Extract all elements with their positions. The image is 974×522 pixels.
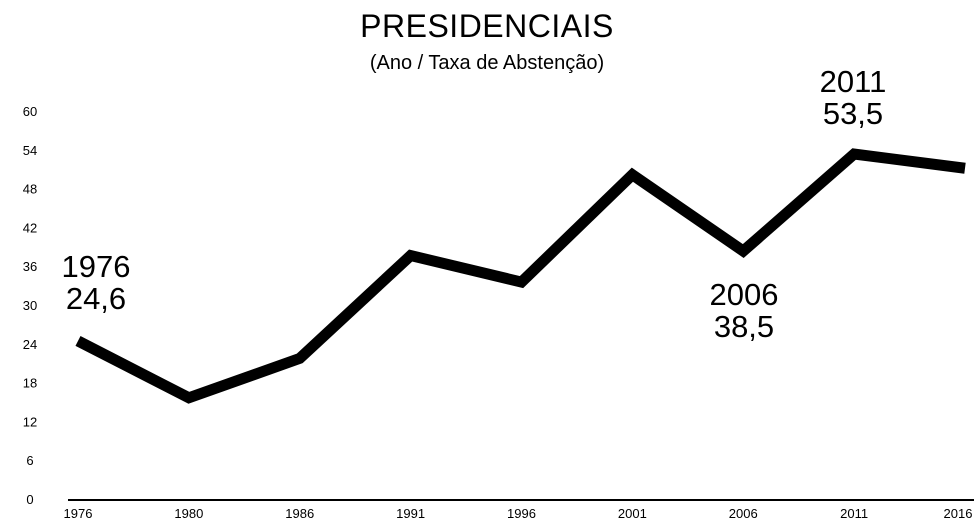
y-tick-label: 42 bbox=[23, 220, 37, 235]
annotation-year: 2006 bbox=[710, 277, 779, 312]
annotation-year: 1976 bbox=[62, 249, 131, 284]
y-tick-label: 36 bbox=[23, 259, 37, 274]
chart-subtitle: (Ano / Taxa de Abstenção) bbox=[369, 52, 605, 74]
annotation-value: 24,6 bbox=[66, 281, 126, 316]
x-tick-label: 2006 bbox=[729, 506, 758, 521]
x-tick-label: 1986 bbox=[285, 506, 314, 521]
x-tick-label: 1991 bbox=[396, 506, 425, 521]
y-tick-label: 54 bbox=[23, 143, 37, 158]
annotation-value: 38,5 bbox=[714, 309, 774, 344]
y-tick-label: 24 bbox=[23, 337, 37, 352]
chart-title: PRESIDENCIAIS bbox=[360, 8, 614, 44]
y-tick-label: 12 bbox=[23, 414, 37, 429]
x-axis-ticks: 1976 1980 1986 1991 1996 2001 2006 2011 2016 bbox=[64, 506, 973, 521]
y-tick-label: 60 bbox=[23, 104, 37, 119]
y-tick-label: 48 bbox=[23, 182, 37, 197]
annotation-value: 53,5 bbox=[823, 96, 883, 131]
y-axis-ticks: 0 6 12 18 24 30 36 42 48 54 60 bbox=[23, 104, 37, 507]
x-tick-label: 1980 bbox=[174, 506, 203, 521]
y-tick-label: 18 bbox=[23, 376, 37, 391]
y-tick-label: 0 bbox=[26, 492, 33, 507]
y-tick-label: 30 bbox=[23, 298, 37, 313]
x-tick-label: 1996 bbox=[507, 506, 536, 521]
series-line bbox=[75, 148, 966, 404]
y-tick-label: 6 bbox=[26, 453, 33, 468]
annotation-year: 2011 bbox=[820, 64, 887, 99]
x-tick-label: 2001 bbox=[618, 506, 647, 521]
x-tick-label: 1976 bbox=[64, 506, 93, 521]
x-tick-label: 2011 bbox=[840, 506, 868, 521]
x-tick-label: 2016 bbox=[944, 506, 973, 521]
